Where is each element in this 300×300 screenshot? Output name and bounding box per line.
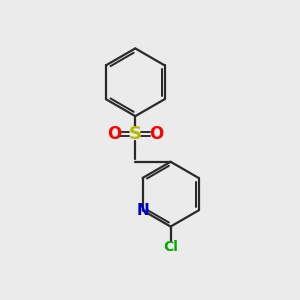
Text: S: S — [129, 125, 142, 143]
Text: O: O — [107, 125, 121, 143]
Text: O: O — [149, 125, 164, 143]
Text: N: N — [136, 203, 149, 218]
Text: Cl: Cl — [163, 240, 178, 254]
